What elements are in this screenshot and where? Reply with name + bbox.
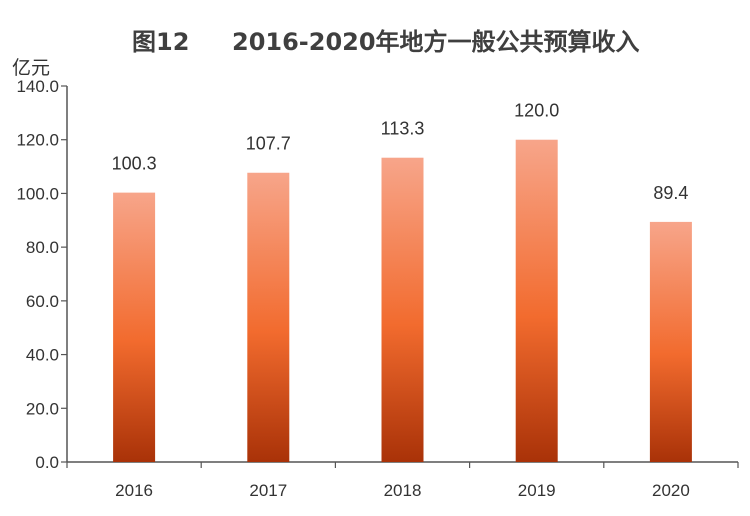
- x-tick-label: 2019: [518, 481, 556, 500]
- x-axis-ticks: 2016 2017 2018 2019 2020: [66, 462, 739, 500]
- data-label-2017: 107.7: [246, 134, 291, 154]
- y-tick-label: 60.0: [26, 292, 59, 311]
- bar-2020: [649, 221, 692, 462]
- bar-2016: [113, 192, 156, 462]
- y-tick-label: 0.0: [35, 453, 59, 472]
- data-label-2018: 113.3: [381, 119, 425, 139]
- bar-2018: [381, 157, 424, 463]
- figure-number: 图12: [132, 28, 189, 56]
- x-tick-label: 2016: [115, 481, 153, 500]
- y-tick-label: 140.0: [16, 77, 59, 96]
- chart-title: 2016-2020年地方一般公共预算收入: [232, 28, 640, 56]
- bar-2019: [515, 139, 558, 462]
- x-tick-label: 2018: [384, 481, 422, 500]
- y-tick-label: 40.0: [26, 346, 59, 365]
- bar-2017: [247, 172, 290, 462]
- y-axis-ticks: 0.0 20.0 40.0 60.0 80.0 100.0 120.0 140.0: [16, 77, 67, 472]
- y-tick-label: 80.0: [26, 238, 59, 257]
- data-label-2016: 100.3: [112, 154, 157, 174]
- x-tick-label: 2017: [249, 481, 287, 500]
- x-tick-label: 2020: [652, 481, 690, 500]
- bars: 100.3 107.7 113.3 120.0 89.4: [112, 101, 692, 463]
- data-label-2019: 120.0: [514, 101, 559, 121]
- y-tick-label: 120.0: [16, 131, 59, 150]
- y-tick-label: 20.0: [26, 399, 59, 418]
- y-axis-unit: 亿元: [12, 57, 50, 79]
- y-tick-label: 100.0: [16, 184, 59, 203]
- data-label-2020: 89.4: [653, 183, 688, 203]
